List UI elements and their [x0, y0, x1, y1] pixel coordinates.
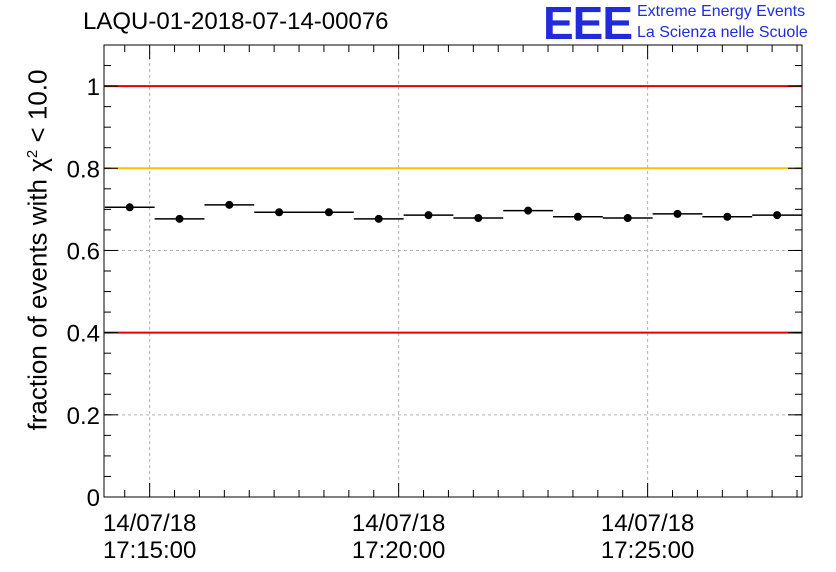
y-tick-label: 0.4 — [67, 321, 100, 348]
y-axis-label-symbol: χ — [22, 158, 53, 172]
eee-logo: EEE — [543, 0, 633, 49]
y-axis-label-exponent: 2 — [23, 149, 41, 159]
y-tick-label: 1 — [87, 74, 100, 101]
data-point-8 — [524, 206, 533, 215]
plot-frame — [103, 44, 803, 498]
data-point-12 — [723, 212, 732, 221]
y-tick-label: 0 — [87, 485, 100, 512]
y-tick-label: 0.8 — [67, 156, 100, 183]
data-point-6 — [424, 211, 433, 220]
x-tick-date-label: 14/07/18 — [601, 510, 694, 537]
x-tick-time-label: 17:25:00 — [601, 537, 694, 564]
y-axis-label-suffix: < 10.0 — [22, 69, 53, 150]
x-tick-date-label: 14/07/18 — [352, 510, 445, 537]
data-point-1 — [175, 214, 184, 223]
y-tick-label: 0.6 — [67, 238, 100, 265]
data-point-13 — [773, 211, 782, 220]
data-point-0 — [125, 203, 134, 212]
x-tick-time-label: 17:20:00 — [352, 537, 445, 564]
data-point-5 — [374, 214, 383, 223]
data-point-9 — [573, 212, 582, 221]
y-axis-label-prefix: fraction of events with — [22, 171, 53, 431]
y-axis-label: fraction of events with χ2 < 10.0 — [23, 70, 54, 431]
x-tick-date-label: 14/07/18 — [103, 510, 196, 537]
data-point-7 — [474, 213, 483, 222]
x-tick-time-label: 17:15:00 — [103, 537, 196, 564]
y-tick-label: 0.2 — [67, 403, 100, 430]
data-point-4 — [324, 208, 333, 217]
chart-title: LAQU-01-2018-07-14-00076 — [83, 8, 389, 35]
data-point-10 — [623, 213, 632, 222]
data-point-3 — [275, 208, 284, 217]
logo-subtitle-2: La Scienza nelle Scuole — [637, 24, 808, 41]
data-point-2 — [225, 200, 234, 209]
data-point-11 — [673, 209, 682, 218]
logo-subtitle-1: Extreme Energy Events — [637, 3, 806, 20]
